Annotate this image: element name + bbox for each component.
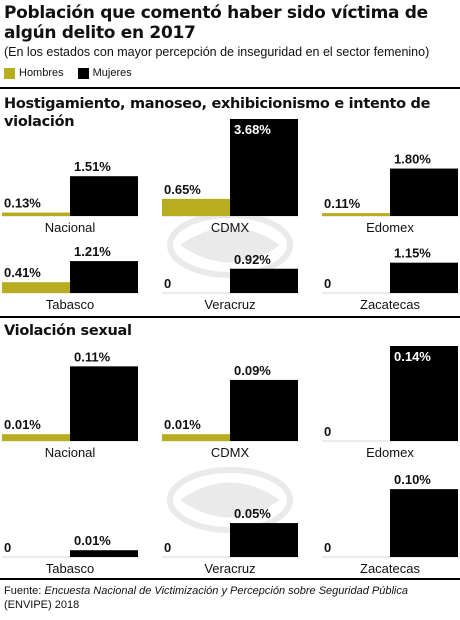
data-label-hombres-tabasco: 0 [4,540,11,555]
data-label-mujeres-veracruz: 0.05% [234,506,271,521]
data-label-mujeres-tabasco: 0.01% [74,533,111,548]
bar-hombres-nacional [2,434,70,441]
data-label-hombres-cdmx: 0.65% [164,182,201,197]
data-label-hombres-edomex: 0.11% [324,196,361,211]
bar-hombres-tabasco [2,282,70,293]
bar-mujeres-cdmx [230,379,298,441]
bar-mujeres-tabasco [70,550,138,557]
source-prefix: Fuente: [4,585,45,597]
chart-title: Población que comentó haber sido víctima… [4,3,428,43]
divider [0,87,460,89]
data-label-hombres-veracruz: 0 [164,276,171,291]
category-label-zacatecas: Zacatecas [360,297,420,312]
category-label-nacional: Nacional [45,445,96,460]
legend-label-hombres: Hombres [19,67,64,79]
bar-mujeres-tabasco [70,261,138,293]
legend-label-mujeres: Mujeres [92,67,132,79]
data-label-hombres-zacatecas: 0 [324,540,331,555]
category-label-edomex: Edomex [366,445,414,460]
bar-mujeres-veracruz [230,268,298,293]
legend-swatch-mujeres [77,67,89,79]
data-label-hombres-veracruz: 0 [164,540,171,555]
bar-mujeres-nacional [70,176,138,216]
data-label-mujeres-zacatecas: 1.15% [394,246,431,261]
bar-hombres-cdmx [162,434,230,441]
source-note: Fuente: Encuesta Nacional de Victimizaci… [4,585,456,612]
legend-swatch-hombres [4,67,15,79]
data-label-mujeres-tabasco: 1.21% [74,244,111,259]
bar-mujeres-cdmx [230,119,298,216]
data-label-hombres-zacatecas: 0 [324,276,331,291]
data-label-hombres-cdmx: 0.01% [164,417,201,432]
bar-mujeres-zacatecas [390,262,458,293]
bar-mujeres-veracruz [230,523,298,557]
data-label-hombres-nacional: 0.13% [4,196,41,211]
data-label-mujeres-edomex: 1.80% [394,152,431,167]
data-label-hombres-nacional: 0.01% [4,417,41,432]
chart-subtitle: (En los estados con mayor percepción de … [4,45,430,59]
source-suffix: (ENVIPE) 2018 [4,598,80,611]
category-label-cdmx: CDMX [211,445,250,460]
data-label-mujeres-edomex: 0.14% [394,349,431,364]
bar-mujeres-edomex [390,168,458,216]
legend: Hombres Mujeres [4,66,146,80]
bar-mujeres-nacional [70,366,138,441]
bar-hombres-cdmx [162,198,230,216]
category-label-cdmx: CDMX [211,220,250,235]
data-label-hombres-tabasco: 0.41% [4,265,41,280]
section-title-violacion: Violación sexual [4,323,132,339]
bar-mujeres-zacatecas [390,489,458,557]
data-label-mujeres-veracruz: 0.92% [234,252,271,267]
data-label-mujeres-nacional: 0.11% [74,349,111,364]
bar-mujeres-edomex [390,346,458,441]
category-label-nacional: Nacional [45,220,96,235]
divider [0,316,460,318]
category-label-zacatecas: Zacatecas [360,561,420,576]
category-label-veracruz: Veracruz [204,561,255,576]
data-label-mujeres-zacatecas: 0.10% [394,472,431,487]
category-label-veracruz: Veracruz [204,297,255,312]
bar-hombres-nacional [2,212,70,216]
source-name: Encuesta Nacional de Victimización y Per… [44,585,408,597]
category-label-tabasco: Tabasco [46,297,94,312]
bar-hombres-edomex [322,213,390,216]
category-label-tabasco: Tabasco [46,561,94,576]
data-label-mujeres-cdmx: 0.09% [234,363,271,378]
data-label-mujeres-cdmx: 3.68% [234,122,271,137]
category-label-edomex: Edomex [366,220,414,235]
data-label-hombres-edomex: 0 [324,424,331,439]
data-label-mujeres-nacional: 1.51% [74,159,111,174]
section-title-hostigamiento: Hostigamiento, manoseo, exhibicionismo e… [4,96,431,130]
divider [0,578,460,580]
